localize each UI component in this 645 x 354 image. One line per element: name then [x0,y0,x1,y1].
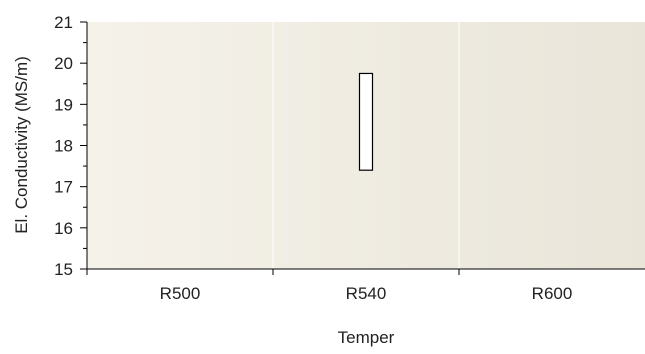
y-tick-label: 18 [54,137,73,156]
x-ticks: R500 R540 R600 [86,269,573,303]
y-tick-label: 20 [54,54,73,73]
y-tick-label: 19 [54,95,73,114]
x-axis-label: Temper [338,328,395,347]
x-tick-label: R500 [160,284,201,303]
y-axis-label: El. Conductivity (MS/m) [12,56,31,234]
x-tick-label: R540 [346,284,387,303]
y-ticks: 15 16 17 18 19 20 21 [54,13,87,279]
range-bar [358,72,374,171]
y-tick-label: 17 [54,178,73,197]
y-tick-label: 15 [54,260,73,279]
y-tick-label: 21 [54,13,73,32]
x-tick-label: R600 [532,284,573,303]
bars [358,72,374,171]
y-tick-label: 16 [54,219,73,238]
grid [272,22,460,269]
